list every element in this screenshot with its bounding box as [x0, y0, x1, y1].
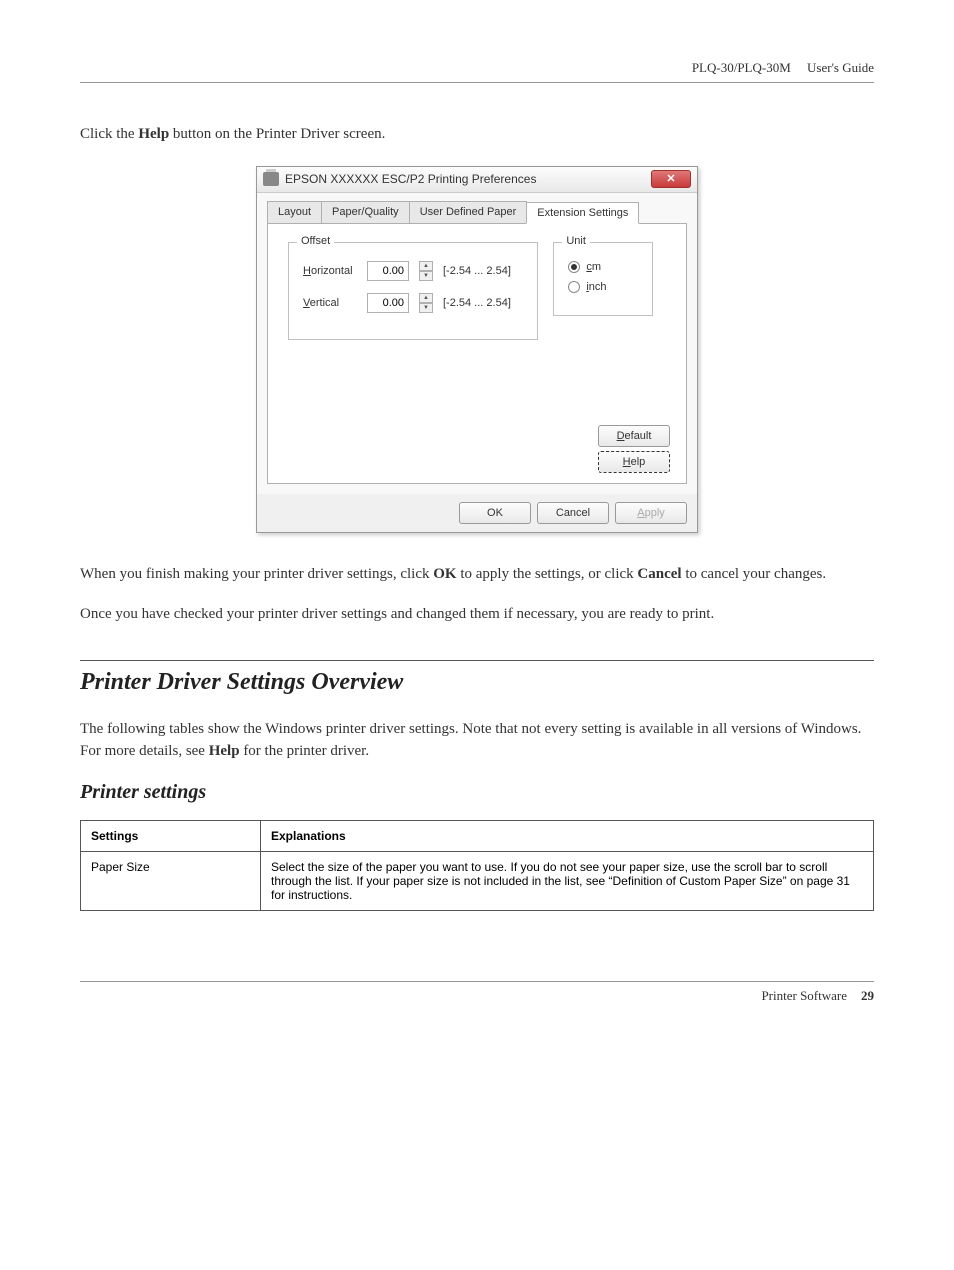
- dialog-footer: OK Cancel Apply: [257, 494, 697, 532]
- section-body: The following tables show the Windows pr…: [80, 718, 874, 763]
- dialog-title: EPSON XXXXXX ESC/P2 Printing Preferences: [285, 172, 536, 186]
- offset-horizontal-row: Horizontal 0.00 ▲ ▼ [-2.54 ... 2.54]: [303, 261, 523, 281]
- horizontal-spinner[interactable]: ▲ ▼: [419, 261, 433, 281]
- section-heading: Printer Driver Settings Overview: [80, 669, 874, 696]
- spinner-down-icon[interactable]: ▼: [419, 271, 433, 281]
- table-cell-setting: Paper Size: [81, 851, 261, 910]
- after-paragraph-2: Once you have checked your printer drive…: [80, 603, 874, 626]
- table-header-settings: Settings: [81, 820, 261, 851]
- after-paragraph-1: When you finish making your printer driv…: [80, 563, 874, 586]
- header-doctype: User's Guide: [807, 60, 874, 75]
- radio-cm[interactable]: [568, 261, 580, 273]
- close-icon: ✕: [666, 174, 675, 185]
- page-header: PLQ-30/PLQ-30M User's Guide: [80, 60, 874, 83]
- default-button[interactable]: Default: [598, 425, 670, 447]
- dialog-titlebar: EPSON XXXXXX ESC/P2 Printing Preferences…: [257, 167, 697, 193]
- spinner-up-icon[interactable]: ▲: [419, 293, 433, 303]
- intro-suffix: button on the Printer Driver screen.: [169, 126, 385, 142]
- tab-paper-quality[interactable]: Paper/Quality: [321, 201, 410, 223]
- apply-button[interactable]: Apply: [615, 502, 687, 524]
- section-divider: [80, 660, 874, 661]
- vertical-range: [-2.54 ... 2.54]: [443, 297, 511, 309]
- subsection-heading: Printer settings: [80, 781, 874, 804]
- dialog-screenshot: EPSON XXXXXX ESC/P2 Printing Preferences…: [80, 166, 874, 533]
- printer-icon: [263, 172, 279, 186]
- vertical-spinner[interactable]: ▲ ▼: [419, 293, 433, 313]
- footer-label: Printer Software: [761, 988, 847, 1004]
- tab-user-defined-paper[interactable]: User Defined Paper: [409, 201, 528, 223]
- offset-legend: Offset: [297, 235, 334, 247]
- cancel-button[interactable]: Cancel: [537, 502, 609, 524]
- tab-extension-settings[interactable]: Extension Settings: [526, 202, 639, 224]
- settings-table: Settings Explanations Paper Size Select …: [80, 820, 874, 911]
- table-header-explanations: Explanations: [261, 820, 874, 851]
- tab-layout[interactable]: Layout: [267, 201, 322, 223]
- intro-bold: Help: [138, 126, 169, 142]
- dialog-body: Layout Paper/Quality User Defined Paper …: [257, 193, 697, 494]
- vertical-label: Vertical: [303, 297, 357, 309]
- close-button[interactable]: ✕: [651, 170, 691, 188]
- table-cell-explanation: Select the size of the paper you want to…: [261, 851, 874, 910]
- printing-preferences-dialog: EPSON XXXXXX ESC/P2 Printing Preferences…: [256, 166, 698, 533]
- intro-prefix: Click the: [80, 126, 138, 142]
- offset-group: Offset Horizontal 0.00 ▲ ▼ [-2.54 ... 2.…: [288, 242, 538, 340]
- radio-inch[interactable]: [568, 281, 580, 293]
- offset-vertical-row: Vertical 0.00 ▲ ▼ [-2.54 ... 2.54]: [303, 293, 523, 313]
- horizontal-label: Horizontal: [303, 265, 357, 277]
- spinner-up-icon[interactable]: ▲: [419, 261, 433, 271]
- page-footer: Printer Software 29: [80, 981, 874, 1004]
- help-button[interactable]: Help: [598, 451, 670, 473]
- unit-group: Unit cm inch: [553, 242, 653, 316]
- table-row: Paper Size Select the size of the paper …: [81, 851, 874, 910]
- footer-page-number: 29: [861, 988, 874, 1004]
- tab-bar: Layout Paper/Quality User Defined Paper …: [267, 201, 687, 224]
- intro-paragraph: Click the Help button on the Printer Dri…: [80, 123, 874, 146]
- radio-cm-label: cm: [586, 261, 601, 273]
- ok-button[interactable]: OK: [459, 502, 531, 524]
- horizontal-input[interactable]: 0.00: [367, 261, 409, 281]
- radio-cm-row[interactable]: cm: [568, 261, 638, 273]
- tab-content: Offset Horizontal 0.00 ▲ ▼ [-2.54 ... 2.…: [267, 224, 687, 484]
- table-header-row: Settings Explanations: [81, 820, 874, 851]
- radio-inch-row[interactable]: inch: [568, 281, 638, 293]
- horizontal-range: [-2.54 ... 2.54]: [443, 265, 511, 277]
- panel-buttons: Default Help: [598, 425, 670, 473]
- header-product: PLQ-30/PLQ-30M: [692, 60, 791, 75]
- radio-inch-label: inch: [586, 281, 606, 293]
- vertical-input[interactable]: 0.00: [367, 293, 409, 313]
- unit-legend: Unit: [562, 235, 590, 247]
- spinner-down-icon[interactable]: ▼: [419, 303, 433, 313]
